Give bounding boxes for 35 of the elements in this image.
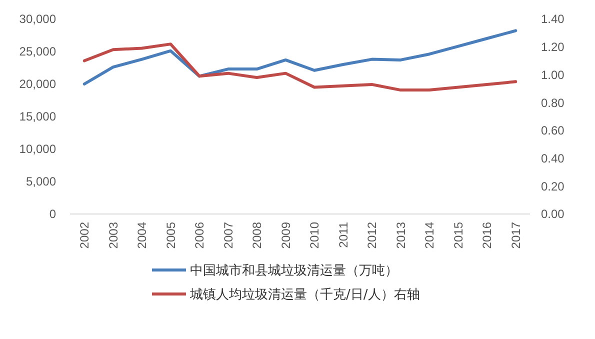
x-tick-label: 2004	[135, 222, 150, 249]
x-tick-label: 2013	[394, 222, 408, 249]
x-tick-label: 2014	[422, 222, 437, 249]
x-tick-label: 2017	[508, 222, 523, 249]
y2-tick-label: 0.20	[541, 179, 565, 194]
y2-tick-label: 0.40	[541, 151, 565, 166]
y-tick-label: 5,000	[26, 174, 56, 189]
y2-tick-label: 0.80	[541, 96, 565, 110]
x-tick-label: 2007	[221, 222, 236, 249]
y2-tick-label: 1.00	[541, 68, 565, 82]
x-tick-label: 2016	[480, 222, 494, 249]
x-tick-label: 2012	[365, 222, 380, 249]
x-tick-label: 2008	[250, 222, 264, 249]
y2-tick-label: 0.60	[541, 124, 565, 138]
legend-label: 中国城市和县城垃圾清运量（万吨）	[190, 264, 398, 279]
y2-tick-label: 1.40	[541, 12, 565, 26]
y-tick-label: 20,000	[19, 77, 56, 92]
x-tick-label: 2005	[164, 222, 178, 249]
y-tick-label: 10,000	[19, 142, 56, 156]
x-tick-label: 2003	[106, 222, 120, 249]
y-tick-label: 15,000	[19, 110, 56, 124]
legend-label: 城镇人均垃圾清运量（千克/日/人）右轴	[189, 288, 420, 303]
y2-tick-label: 0.00	[541, 207, 565, 222]
y-tick-label: 0	[49, 207, 56, 222]
line-series	[82, 29, 518, 86]
x-tick-label: 2006	[192, 222, 207, 249]
line-series	[82, 42, 518, 92]
x-tick-label: 2011	[336, 222, 350, 248]
y2-tick-label: 1.20	[541, 40, 565, 54]
x-tick-label: 2009	[278, 222, 293, 249]
y-tick-label: 25,000	[19, 44, 56, 59]
x-tick-label: 2002	[78, 222, 92, 249]
x-tick-label: 2010	[308, 222, 322, 249]
x-tick-label: 2015	[451, 222, 466, 249]
y-tick-label: 30,000	[19, 12, 56, 26]
